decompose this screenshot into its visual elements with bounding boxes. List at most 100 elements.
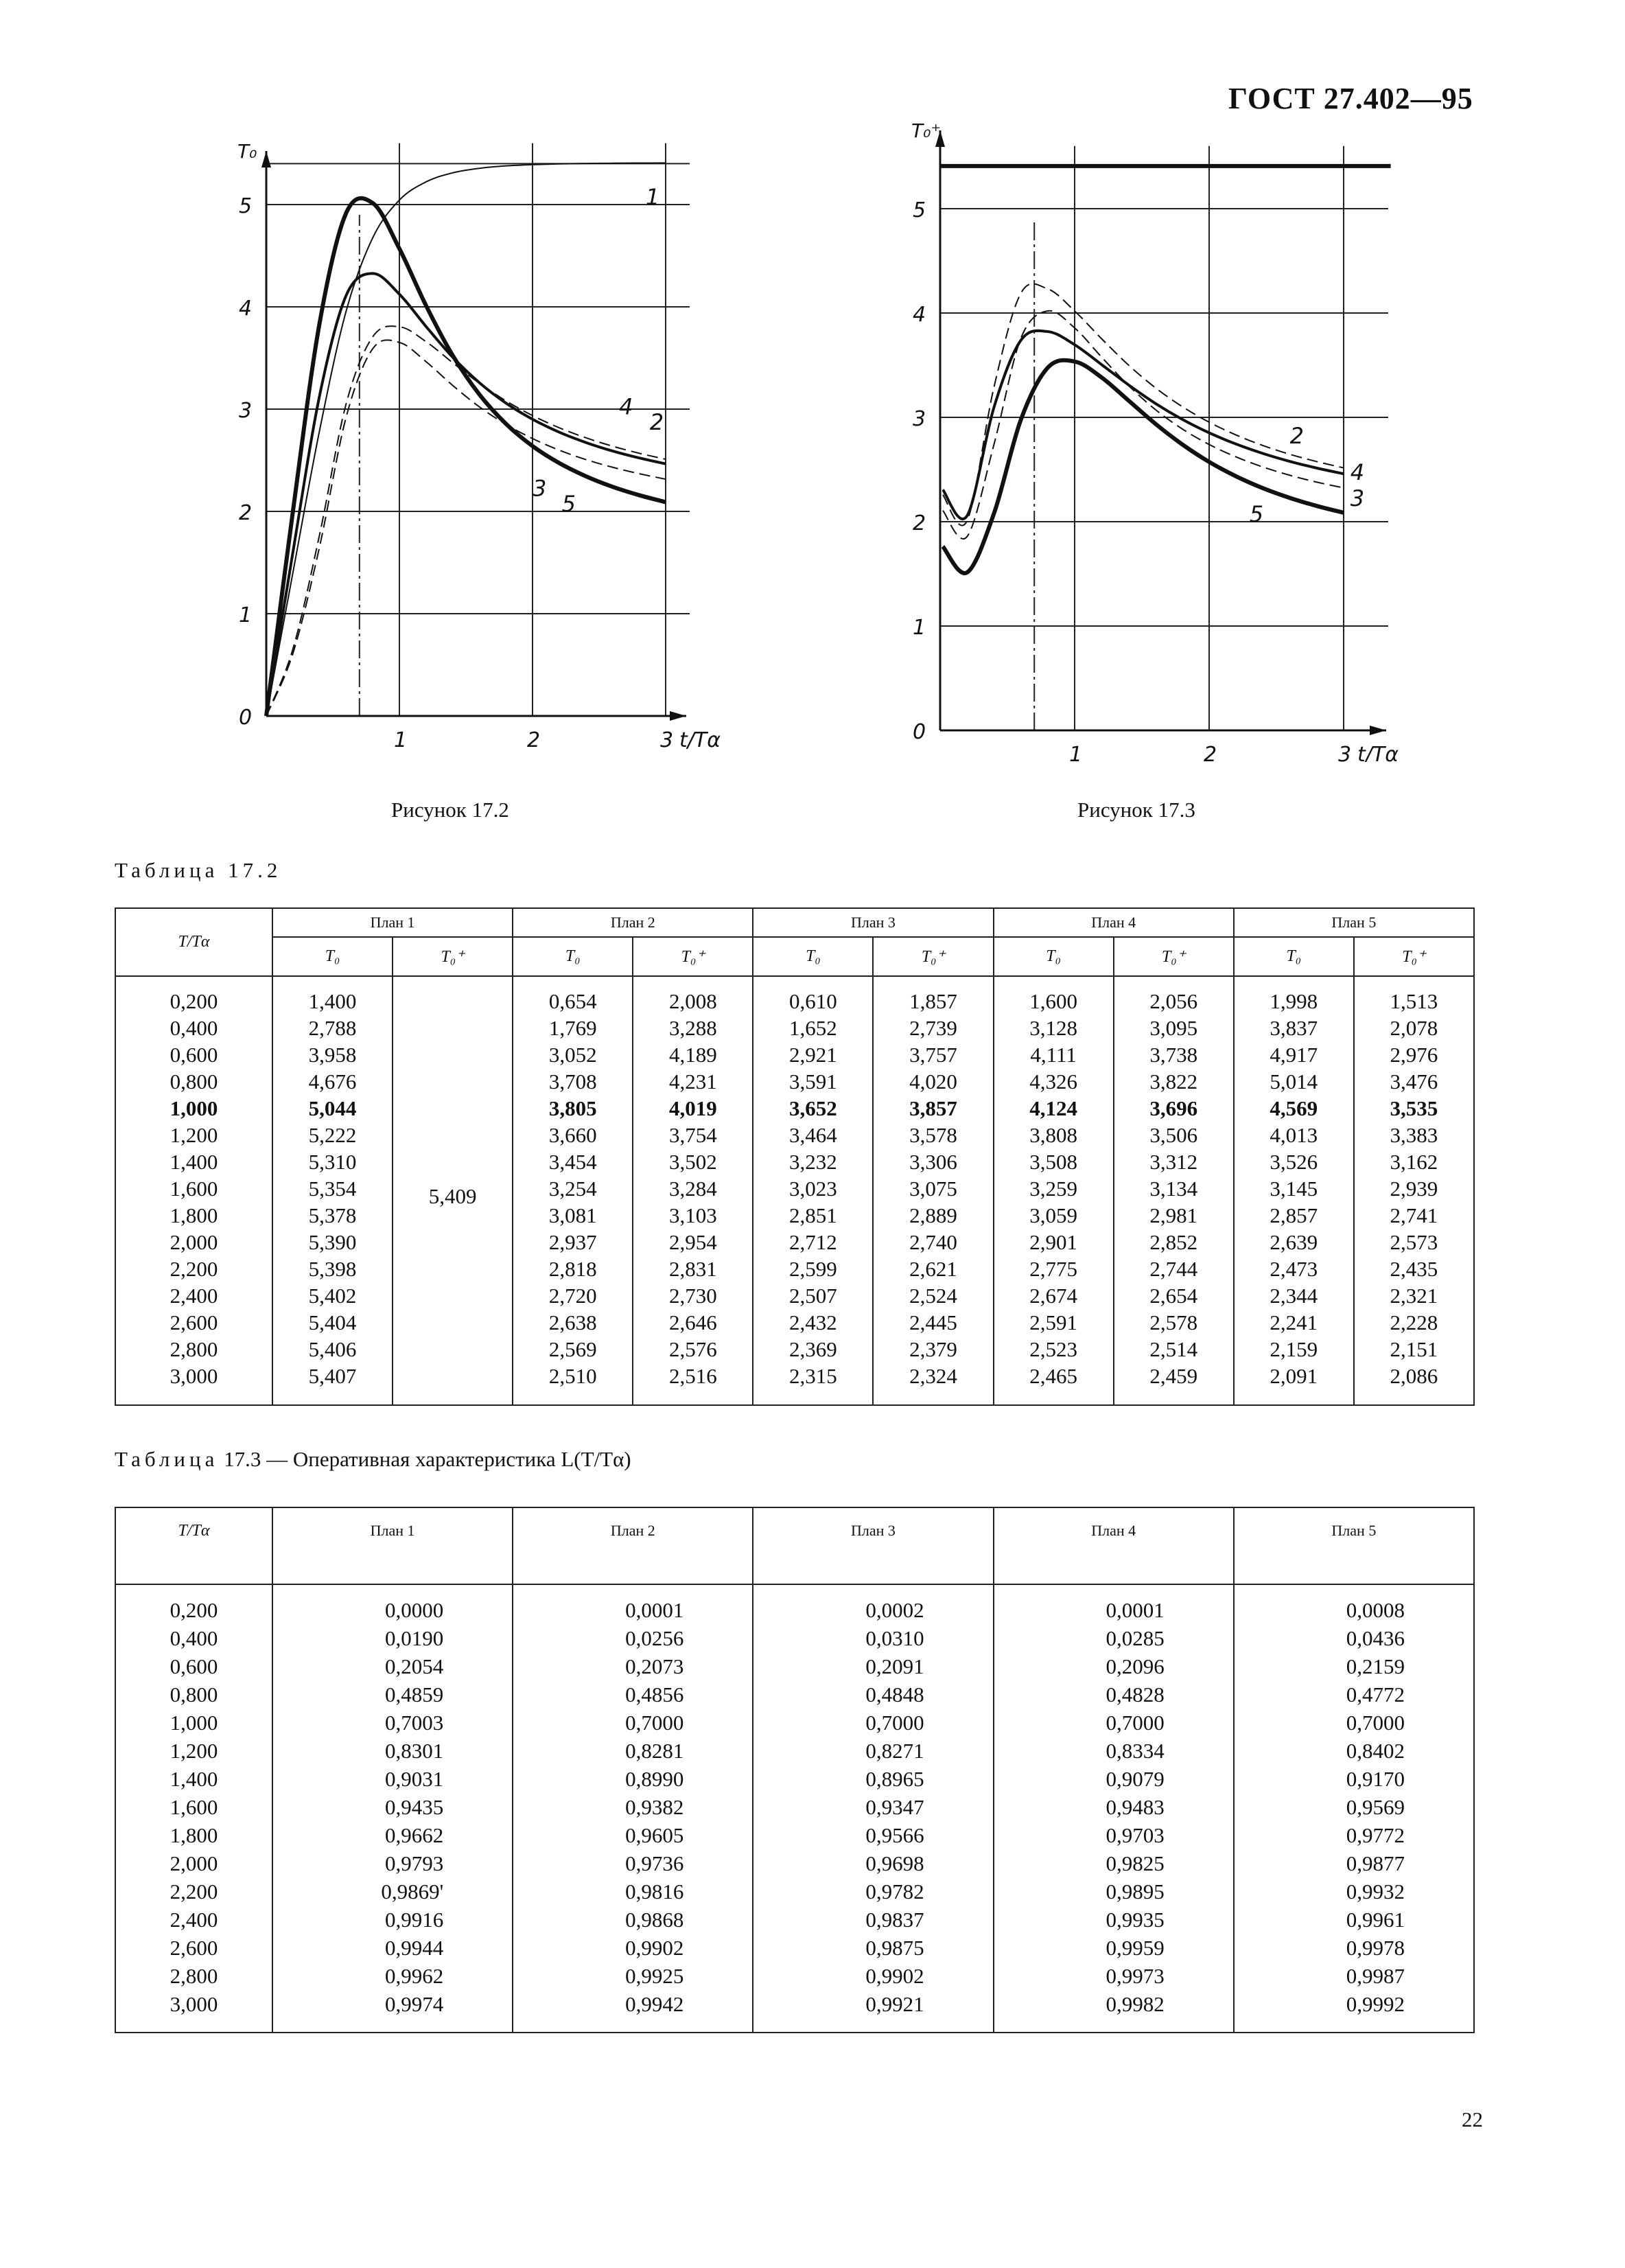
cell-value: 0,9961 — [1232, 1906, 1475, 1934]
cell-value: 3,306 — [872, 1148, 994, 1175]
cell-value: 4,676 — [271, 1068, 394, 1095]
series-3-label: 3 — [1351, 485, 1364, 511]
cell-value: 2,523 — [992, 1336, 1114, 1363]
cell-value: 3,284 — [632, 1175, 754, 1202]
cell-value: 2,740 — [872, 1229, 994, 1256]
cell-t-ta: 0,600 — [115, 1652, 273, 1680]
cell-value: 0,9973 — [992, 1962, 1235, 1990]
table-row: 2,200 5,398 2,818 2,831 2,599 2,621 2,775 2,744… — [115, 1256, 1475, 1282]
cell-value: 2,369 — [752, 1336, 874, 1363]
subheader-t0-plus: T₀⁺ — [1353, 936, 1475, 977]
table-row: 2,400 0,9916 0,9868 0,9837 0,9935 0,9961 — [115, 1906, 1475, 1934]
cell-value: 0,9982 — [992, 1990, 1235, 2033]
table-row: 1,600 0,9435 0,9382 0,9347 0,9483 0,9569 — [115, 1793, 1475, 1821]
cell-value: 0,0001 — [992, 1584, 1235, 1624]
x-tick-label: 3 — [1338, 743, 1351, 762]
header-plan-1: План 1 — [271, 907, 514, 938]
cell-value: 0,0256 — [512, 1624, 754, 1652]
cell-value: 5,402 — [271, 1282, 394, 1309]
table-17-3-title: Таблица 17.3 — Оперативная характеристик… — [115, 1447, 631, 1472]
cell-value: 3,958 — [271, 1041, 394, 1068]
x-tick-label: 1 — [394, 728, 407, 752]
cell-value: 2,578 — [1112, 1309, 1235, 1336]
cell-value: 0,9869' — [271, 1877, 514, 1906]
cell-value: 3,312 — [1112, 1148, 1235, 1175]
table-row: 1,200 5,222 3,660 3,754 3,464 3,578 3,808 3,506… — [115, 1122, 1475, 1148]
cell-value: 2,344 — [1232, 1282, 1355, 1309]
series-4-label: 4 — [619, 393, 633, 419]
x-axis-label: t/Tα — [679, 728, 721, 752]
cell-t-ta: 2,000 — [115, 1229, 273, 1256]
cell-value: 2,857 — [1232, 1202, 1355, 1229]
cell-value: 0,9902 — [512, 1934, 754, 1962]
cell-value: 3,652 — [752, 1095, 874, 1122]
table-row: 0,600 0,2054 0,2073 0,2091 0,2096 0,2159 — [115, 1652, 1475, 1680]
cell-value: 5,404 — [271, 1309, 394, 1336]
series-5-label: 5 — [562, 491, 576, 517]
figure-17-2-caption: Рисунок 17.2 — [391, 798, 509, 822]
series-5-line — [941, 358, 1344, 575]
cell-value: 3,502 — [632, 1148, 754, 1175]
cell-value: 2,712 — [752, 1229, 874, 1256]
figure-17-3-caption: Рисунок 17.3 — [1077, 798, 1195, 822]
cell-value: 3,857 — [872, 1095, 994, 1122]
cell-value: 0,2159 — [1232, 1652, 1475, 1680]
cell-value: 0,9868 — [512, 1906, 754, 1934]
cell-value: 0,9382 — [512, 1793, 754, 1821]
cell-value: 2,889 — [872, 1202, 994, 1229]
cell-value: 2,008 — [632, 976, 754, 1015]
table-row: 3,000 0,9974 0,9942 0,9921 0,9982 0,9992 — [115, 1990, 1475, 2033]
cell-value: 0,7000 — [1232, 1709, 1475, 1737]
table-row: 0,200 0,0000 0,0001 0,0002 0,0001 0,0008 — [115, 1584, 1475, 1624]
cell-value: 3,103 — [632, 1202, 754, 1229]
subheader-t0: T₀ — [512, 936, 634, 977]
cell-value: 0,0002 — [752, 1584, 994, 1624]
table-row: 2,200 0,9869' 0,9816 0,9782 0,9895 0,9932 — [115, 1877, 1475, 1906]
cell-value: 2,831 — [632, 1256, 754, 1282]
cell-value: 3,254 — [512, 1175, 634, 1202]
cell-value: 0,0001 — [512, 1584, 754, 1624]
cell-value: 2,315 — [752, 1363, 874, 1406]
cell-value: 2,741 — [1353, 1202, 1475, 1229]
cell-value: 0,0190 — [271, 1624, 514, 1652]
cell-value: 4,013 — [1232, 1122, 1355, 1148]
cell-value: 3,535 — [1353, 1095, 1475, 1122]
cell-value: 0,7000 — [512, 1709, 754, 1737]
cell-t-ta: 2,800 — [115, 1962, 273, 1990]
cell-t-ta: 2,000 — [115, 1849, 273, 1877]
cell-value: 2,510 — [512, 1363, 634, 1406]
header-plan-2: План 2 — [512, 1507, 754, 1585]
cell-value: 3,591 — [752, 1068, 874, 1095]
cell-value: 0,9605 — [512, 1821, 754, 1849]
cell-value: 0,2073 — [512, 1652, 754, 1680]
cell-value: 0,4848 — [752, 1680, 994, 1709]
cell-value: 1,600 — [992, 976, 1114, 1015]
cell-value: 0,2054 — [271, 1652, 514, 1680]
cell-value: 0,9962 — [271, 1962, 514, 1990]
series-5-label: 5 — [1250, 501, 1263, 527]
cell-t-ta: 2,200 — [115, 1877, 273, 1906]
cell-value: 2,851 — [752, 1202, 874, 1229]
table-row: 0,600 3,958 3,052 4,189 2,921 3,757 4,111 3,738… — [115, 1041, 1475, 1068]
series-5-line — [264, 196, 666, 717]
cell-value: 1,857 — [872, 976, 994, 1015]
cell-value: 5,310 — [271, 1148, 394, 1175]
cell-value: 3,578 — [872, 1122, 994, 1148]
cell-value: 3,075 — [872, 1175, 994, 1202]
cell-value: 3,805 — [512, 1095, 634, 1122]
subheader-t0: T₀ — [752, 936, 874, 977]
cell-t-ta: 0,200 — [115, 976, 273, 1015]
cell-value: 2,976 — [1353, 1041, 1475, 1068]
cell-value: 2,379 — [872, 1336, 994, 1363]
cell-value: 0,9916 — [271, 1906, 514, 1934]
cell-value: 4,917 — [1232, 1041, 1355, 1068]
table-row: 2,400 5,402 2,720 2,730 2,507 2,524 2,674 2,654… — [115, 1282, 1475, 1309]
y-tick-label: 1 — [913, 616, 926, 640]
header-plan-5: План 5 — [1232, 1507, 1475, 1585]
cell-value: 0,8990 — [512, 1765, 754, 1793]
header-plan-4: План 4 — [992, 1507, 1235, 1585]
cell-value: 2,621 — [872, 1256, 994, 1282]
cell-value: 4,189 — [632, 1041, 754, 1068]
cell-value: 4,569 — [1232, 1095, 1355, 1122]
